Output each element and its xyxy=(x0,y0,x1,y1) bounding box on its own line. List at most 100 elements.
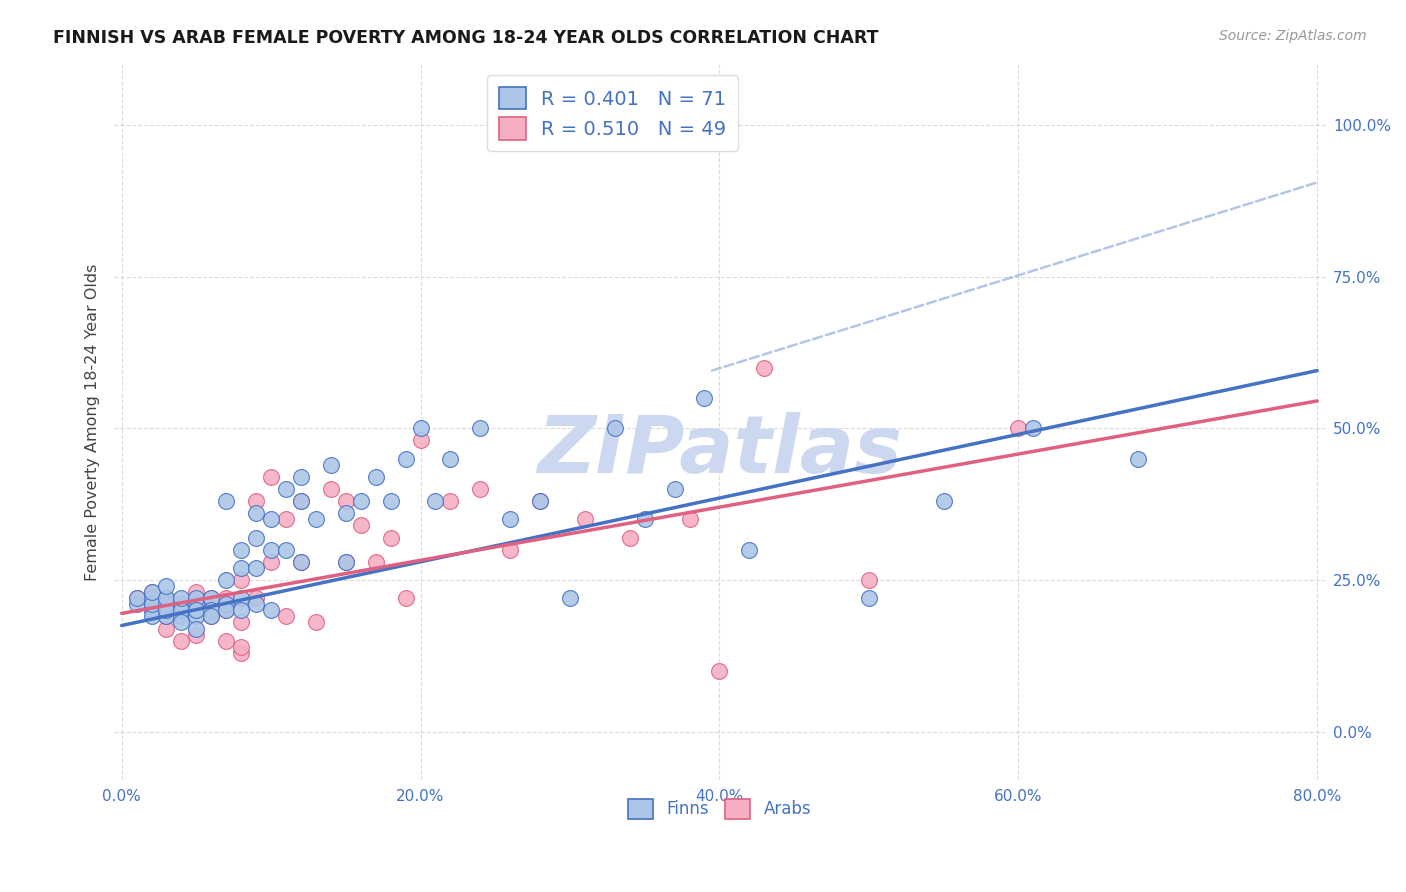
Point xyxy=(335,555,357,569)
Point xyxy=(551,118,574,132)
Point xyxy=(231,573,253,587)
Point xyxy=(125,591,148,606)
Point xyxy=(290,555,312,569)
Point xyxy=(290,494,312,508)
Point xyxy=(394,451,416,466)
Point xyxy=(260,603,283,617)
Point xyxy=(155,591,177,606)
Point xyxy=(215,633,238,648)
Point xyxy=(350,494,373,508)
Point xyxy=(858,573,880,587)
Point xyxy=(754,360,776,375)
Point xyxy=(141,603,163,617)
Point xyxy=(290,494,312,508)
Point xyxy=(170,633,193,648)
Text: Source: ZipAtlas.com: Source: ZipAtlas.com xyxy=(1219,29,1367,43)
Point xyxy=(170,603,193,617)
Point xyxy=(470,421,492,435)
Point xyxy=(499,542,522,557)
Point xyxy=(260,512,283,526)
Point xyxy=(200,609,222,624)
Point xyxy=(1022,421,1045,435)
Point xyxy=(231,591,253,606)
Point xyxy=(425,494,447,508)
Point xyxy=(231,615,253,630)
Point xyxy=(155,609,177,624)
Point xyxy=(170,597,193,611)
Point xyxy=(200,603,222,617)
Point xyxy=(394,591,416,606)
Point xyxy=(231,542,253,557)
Point xyxy=(409,421,432,435)
Point xyxy=(574,512,596,526)
Point xyxy=(231,603,253,617)
Point xyxy=(141,585,163,599)
Point xyxy=(1007,421,1029,435)
Point xyxy=(186,591,208,606)
Point xyxy=(155,622,177,636)
Point xyxy=(186,603,208,617)
Point xyxy=(141,597,163,611)
Point xyxy=(200,609,222,624)
Legend: Finns, Arabs: Finns, Arabs xyxy=(621,792,818,826)
Point xyxy=(245,561,267,575)
Point xyxy=(364,555,387,569)
Point xyxy=(231,646,253,660)
Text: ZIPatlas: ZIPatlas xyxy=(537,412,901,490)
Point xyxy=(170,609,193,624)
Point xyxy=(170,615,193,630)
Point xyxy=(155,609,177,624)
Point xyxy=(155,579,177,593)
Point xyxy=(186,585,208,599)
Point xyxy=(260,555,283,569)
Point xyxy=(245,597,267,611)
Point xyxy=(186,627,208,641)
Point xyxy=(1126,451,1149,466)
Point xyxy=(245,591,267,606)
Point xyxy=(858,591,880,606)
Point xyxy=(200,591,222,606)
Point xyxy=(215,591,238,606)
Point xyxy=(499,512,522,526)
Point xyxy=(155,591,177,606)
Point xyxy=(186,603,208,617)
Point xyxy=(186,609,208,624)
Point xyxy=(319,458,342,472)
Y-axis label: Female Poverty Among 18-24 Year Olds: Female Poverty Among 18-24 Year Olds xyxy=(86,263,100,581)
Point xyxy=(335,506,357,520)
Point xyxy=(200,591,222,606)
Text: FINNISH VS ARAB FEMALE POVERTY AMONG 18-24 YEAR OLDS CORRELATION CHART: FINNISH VS ARAB FEMALE POVERTY AMONG 18-… xyxy=(53,29,879,46)
Point xyxy=(186,622,208,636)
Point xyxy=(558,591,581,606)
Point xyxy=(141,603,163,617)
Point xyxy=(319,482,342,496)
Point xyxy=(380,531,402,545)
Point xyxy=(245,506,267,520)
Point xyxy=(290,470,312,484)
Point xyxy=(350,518,373,533)
Point xyxy=(170,603,193,617)
Point xyxy=(231,561,253,575)
Point xyxy=(409,434,432,448)
Point xyxy=(634,512,657,526)
Point xyxy=(141,585,163,599)
Point xyxy=(693,391,716,405)
Point xyxy=(709,664,731,678)
Point xyxy=(215,603,238,617)
Point xyxy=(274,512,297,526)
Point xyxy=(439,451,461,466)
Point xyxy=(335,494,357,508)
Point xyxy=(231,640,253,654)
Point xyxy=(603,421,626,435)
Point xyxy=(364,470,387,484)
Point xyxy=(619,531,641,545)
Point xyxy=(215,597,238,611)
Point xyxy=(439,494,461,508)
Point xyxy=(716,118,738,132)
Point xyxy=(155,597,177,611)
Point xyxy=(260,470,283,484)
Point xyxy=(738,542,761,557)
Point xyxy=(125,591,148,606)
Point xyxy=(274,542,297,557)
Point xyxy=(290,555,312,569)
